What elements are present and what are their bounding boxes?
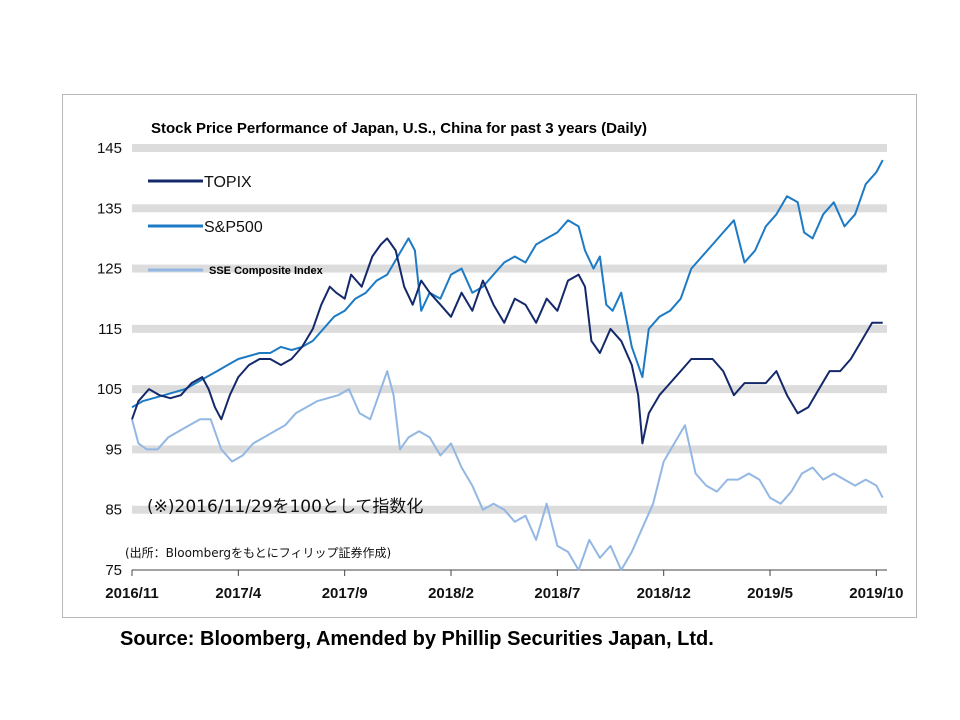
legend-entry-sse: SSE Composite Index [209,265,324,277]
series-lines [131,159,884,571]
legend: TOPIX S&P500 SSE Composite Index [148,174,324,277]
y-tick-label: 105 [97,381,122,398]
sp500-line [131,159,884,409]
x-axis: 2016/11 2017/4 2017/9 2018/2 2018/7 2018/12 20… [105,569,903,602]
grid-band [132,324,887,333]
y-tick-label: 125 [97,261,122,278]
chart-credit: (出所：Bloombergをもとにフィリップ証券作成) [125,545,391,560]
y-tick-label: 115 [98,321,122,338]
x-tick-label: 2018/7 [534,585,580,602]
x-tick-label: 2018/12 [637,585,691,602]
sse-line [131,370,884,571]
grid-band [132,505,887,514]
x-tick-label: 2019/10 [849,585,903,602]
grid-band [132,204,887,213]
chart-note: (※)2016/11/29を100として指数化 [147,497,423,517]
grid-bands [132,144,887,514]
x-tick-label: 2017/9 [322,585,368,602]
y-tick-label: 135 [97,200,122,217]
grid-band [132,385,887,394]
x-tick-label: 2017/4 [215,585,262,602]
grid-band [132,264,887,273]
source-caption: Source: Bloomberg, Amended by Phillip Se… [120,628,714,650]
legend-entry-sp500: S&P500 [204,219,263,236]
y-tick-label: 95 [105,441,122,458]
y-tick-label: 75 [105,562,122,579]
topix-line [131,237,883,445]
grid-band [132,144,887,152]
chart-frame: 145 135 125 115 105 95 85 75 2016/11 2017/4 2017/… [62,94,917,618]
grid-band [132,445,887,454]
x-tick-label: 2018/2 [428,585,474,602]
y-tick-label: 145 [97,140,122,157]
x-tick-label: 2016/11 [105,585,158,602]
legend-entry-topix: TOPIX [204,174,252,191]
chart-title: Stock Price Performance of Japan, U.S., … [151,120,647,137]
y-tick-label: 85 [105,502,122,519]
chart-plot: 145 135 125 115 105 95 85 75 2016/11 2017/4 2017/… [97,120,904,602]
y-axis: 145 135 125 115 105 95 85 75 [97,140,122,579]
x-tick-label: 2019/5 [747,585,793,602]
